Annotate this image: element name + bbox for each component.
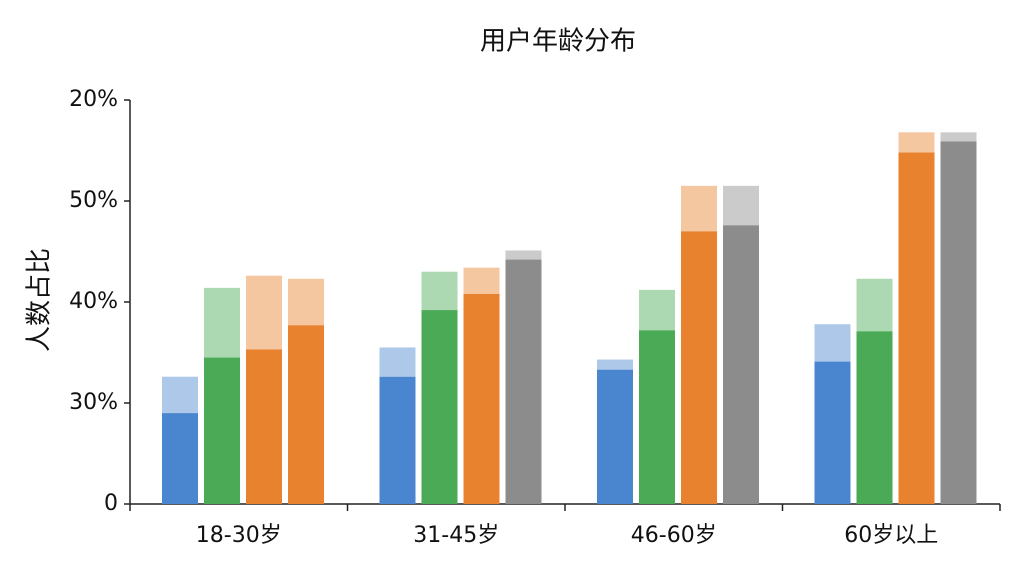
x-tick-label: 31-45岁: [413, 523, 499, 548]
y-tick-label: 40%: [69, 289, 118, 314]
y-tick-label: 50%: [69, 188, 118, 213]
y-tick-label: 30%: [69, 390, 118, 415]
bar-increase: [162, 376, 198, 414]
bar-increase: [940, 132, 977, 142]
bar: [681, 231, 717, 505]
bar-increase: [204, 287, 240, 358]
y-tick-label: 0: [104, 491, 118, 516]
x-tick-label: 60岁以上: [844, 523, 938, 548]
bar: [597, 369, 633, 504]
bar-increase: [421, 271, 458, 311]
bar-increase: [597, 359, 633, 370]
bar-increase: [379, 347, 416, 377]
bar: [639, 330, 675, 504]
bar: [940, 141, 977, 504]
x-tick-label: 46-60岁: [631, 523, 717, 548]
chart-title: 用户年龄分布: [480, 27, 636, 57]
bar: [856, 331, 893, 504]
bar-increase: [463, 267, 500, 294]
bar-increase: [639, 289, 675, 331]
bar-increase: [814, 324, 851, 362]
bar: [505, 259, 542, 504]
bar-increase: [288, 278, 324, 326]
bar-increase: [246, 275, 282, 350]
bar: [898, 152, 935, 504]
bar-increase: [723, 185, 759, 226]
bar: [162, 413, 198, 504]
bar: [723, 225, 759, 505]
bar: [204, 357, 240, 504]
bar-increase: [505, 250, 542, 260]
bar-increase: [898, 132, 935, 153]
bar: [288, 325, 324, 504]
bar-increase: [681, 185, 717, 232]
bar: [814, 361, 851, 504]
x-tick-label: 18-30岁: [196, 523, 282, 548]
bar: [379, 376, 416, 504]
bar: [463, 293, 500, 504]
bar: [421, 310, 458, 504]
bar: [246, 349, 282, 504]
bar-increase: [856, 278, 893, 332]
y-axis-label: 人数占比: [25, 248, 55, 352]
y-tick-label: 20%: [69, 87, 118, 112]
